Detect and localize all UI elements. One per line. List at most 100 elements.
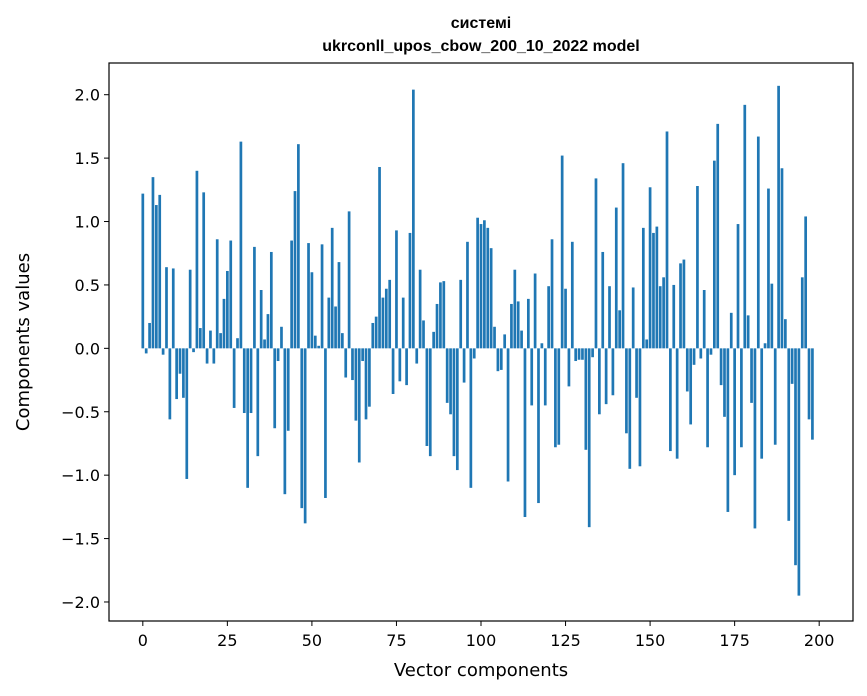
bar [635,348,638,398]
bar [760,348,764,459]
x-tick-label: 25 [217,631,237,650]
bar [168,348,172,420]
bar [770,283,774,349]
bar [182,348,185,398]
bar [198,328,202,349]
bar [185,348,189,479]
bar [658,286,662,349]
bar [628,348,632,469]
bar [320,244,324,349]
bar [242,348,246,414]
bar [148,322,151,349]
y-tick-label: 1.5 [75,149,100,168]
bar [476,217,479,349]
bar [219,333,222,349]
bar [794,348,797,566]
chart-subtitle: ukrconll_upos_cbow_200_10_2022 model [322,38,639,55]
bar [469,348,473,488]
bar [726,348,730,512]
bar [557,348,561,445]
y-tick-label: 0.0 [75,339,100,358]
bar [797,348,801,596]
bar [709,348,713,355]
bar [178,348,182,374]
bar [679,263,682,349]
bar [388,279,392,349]
bar [313,335,317,349]
bar [611,348,615,396]
bar [357,348,361,463]
bar [702,290,706,349]
bar [736,224,740,349]
bar [665,131,669,349]
x-axis-label: Vector components [394,660,568,681]
bar [408,232,412,349]
bar [472,348,476,359]
x-tick-label: 200 [804,631,835,650]
bars-group [141,85,814,596]
bar [209,330,212,349]
bar [581,348,584,360]
bar [554,348,557,448]
bar [344,348,348,378]
bar [276,348,280,362]
bar [493,326,496,349]
bar [631,287,635,349]
bar [621,163,625,349]
bar [259,290,263,349]
bar [807,348,811,420]
bar [165,267,168,349]
bar [205,348,209,364]
bar [699,348,703,359]
bar [537,348,540,504]
bar [418,269,422,349]
bar [466,241,469,349]
bar [158,194,162,349]
bar [337,262,341,349]
bar [506,348,510,482]
bar [361,348,364,362]
bar [746,315,750,349]
bar [777,85,780,349]
bar [594,178,598,349]
bar [192,348,195,353]
bar [543,348,547,406]
bar [489,248,493,349]
bar [405,348,408,386]
bar [381,297,385,349]
bar [540,343,544,349]
bar [290,240,293,349]
bar [598,348,601,415]
bar [273,348,277,429]
bar [324,348,327,498]
bar [570,241,574,349]
bar [804,216,808,349]
bar [286,348,290,431]
bar [614,207,618,349]
plot-area-frame [108,62,854,622]
bar [239,141,243,349]
bar [269,251,273,349]
bar [371,322,375,349]
bar [577,348,581,360]
bar [334,306,337,349]
y-tick-label: 2.0 [75,86,100,105]
bar [374,316,378,349]
bar [391,348,395,394]
bar [236,338,239,349]
bar [351,348,354,381]
bar [767,188,770,349]
bar [719,348,723,386]
bar [811,348,814,440]
bar [641,227,645,349]
bar [283,348,287,495]
x-axis-ticks: 0 25 50 75 100 125 150 175 200 [138,621,835,650]
bar [378,166,381,349]
bar [520,330,523,349]
bar [249,348,253,414]
bar [398,348,402,382]
bar [682,259,686,349]
bar [144,348,148,354]
bar [510,303,513,349]
